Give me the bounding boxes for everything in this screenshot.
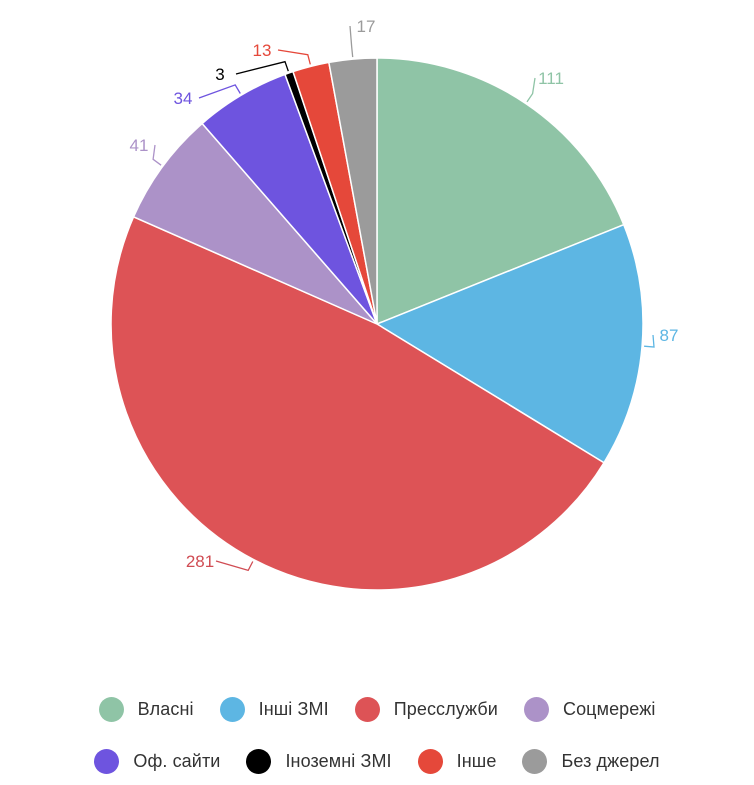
leader-line-0 <box>526 77 536 103</box>
legend-item-inshi-zmi[interactable]: Інші ЗМІ <box>219 697 329 722</box>
value-label-2: 281 <box>186 552 214 571</box>
value-label-5: 3 <box>215 65 224 84</box>
pie-value-labels: 111 87 281 41 34 3 13 17 <box>130 17 679 572</box>
legend-item-bez-dzherel[interactable]: Без джерел <box>522 749 660 774</box>
legend-item-presssluzhby[interactable]: Пресслужби <box>354 697 498 722</box>
legend-item-sotsmerezhi[interactable]: Соцмережі <box>523 697 656 722</box>
legend-row-1: Власні Інші ЗМІ Пресслужби Соцмережі <box>0 697 754 722</box>
value-label-1: 87 <box>660 326 679 345</box>
leader-line-5 <box>235 60 289 75</box>
pie-slice-1[interactable] <box>375 223 644 464</box>
legend-item-vlasni[interactable]: Власні <box>98 697 194 722</box>
legend-label: Соцмережі <box>562 699 656 719</box>
leader-line-1 <box>644 334 655 348</box>
pie-slice-3[interactable] <box>132 122 378 325</box>
legend-swatch <box>354 697 380 722</box>
leader-line-2 <box>215 560 254 572</box>
legend-swatch <box>246 749 272 774</box>
leader-line-7 <box>349 25 354 58</box>
legend-swatch <box>417 749 443 774</box>
pie-slice-2[interactable] <box>110 215 606 591</box>
legend-label: Оф. сайти <box>133 751 221 771</box>
value-label-7: 17 <box>357 17 376 36</box>
legend-item-inozemni-zmi[interactable]: Іноземні ЗМІ <box>246 749 392 774</box>
legend-label: Без джерел <box>561 751 660 771</box>
value-label-3: 41 <box>130 136 149 155</box>
legend-item-of-saity[interactable]: Оф. сайти <box>94 749 220 774</box>
pie-slice-7[interactable] <box>327 57 378 325</box>
value-label-6: 13 <box>253 41 272 60</box>
legend-label: Пресслужби <box>393 699 498 719</box>
value-label-4: 34 <box>174 89 193 108</box>
legend-label: Інше <box>456 751 497 771</box>
legend-swatch <box>94 749 120 774</box>
pie-slice-0[interactable] <box>376 57 625 326</box>
legend-row-2: Оф. сайти Іноземні ЗМІ Інше Без джерел <box>0 749 754 774</box>
leader-line-3 <box>152 144 162 166</box>
leader-line-4 <box>198 84 241 99</box>
pie-slices <box>110 57 644 591</box>
pie-chart: 111 87 281 41 34 3 13 17 <box>110 17 679 591</box>
legend-label: Інші ЗМІ <box>258 699 329 719</box>
legend-swatch <box>219 697 245 722</box>
value-label-0: 111 <box>538 69 564 88</box>
legend-label: Власні <box>137 699 194 719</box>
leader-line-6 <box>277 49 311 65</box>
legend-swatch <box>523 697 549 722</box>
legend-swatch <box>98 697 124 722</box>
legend-item-inshe[interactable]: Інше <box>417 749 497 774</box>
legend-swatch <box>522 749 548 774</box>
legend-label: Іноземні ЗМІ <box>285 751 392 771</box>
